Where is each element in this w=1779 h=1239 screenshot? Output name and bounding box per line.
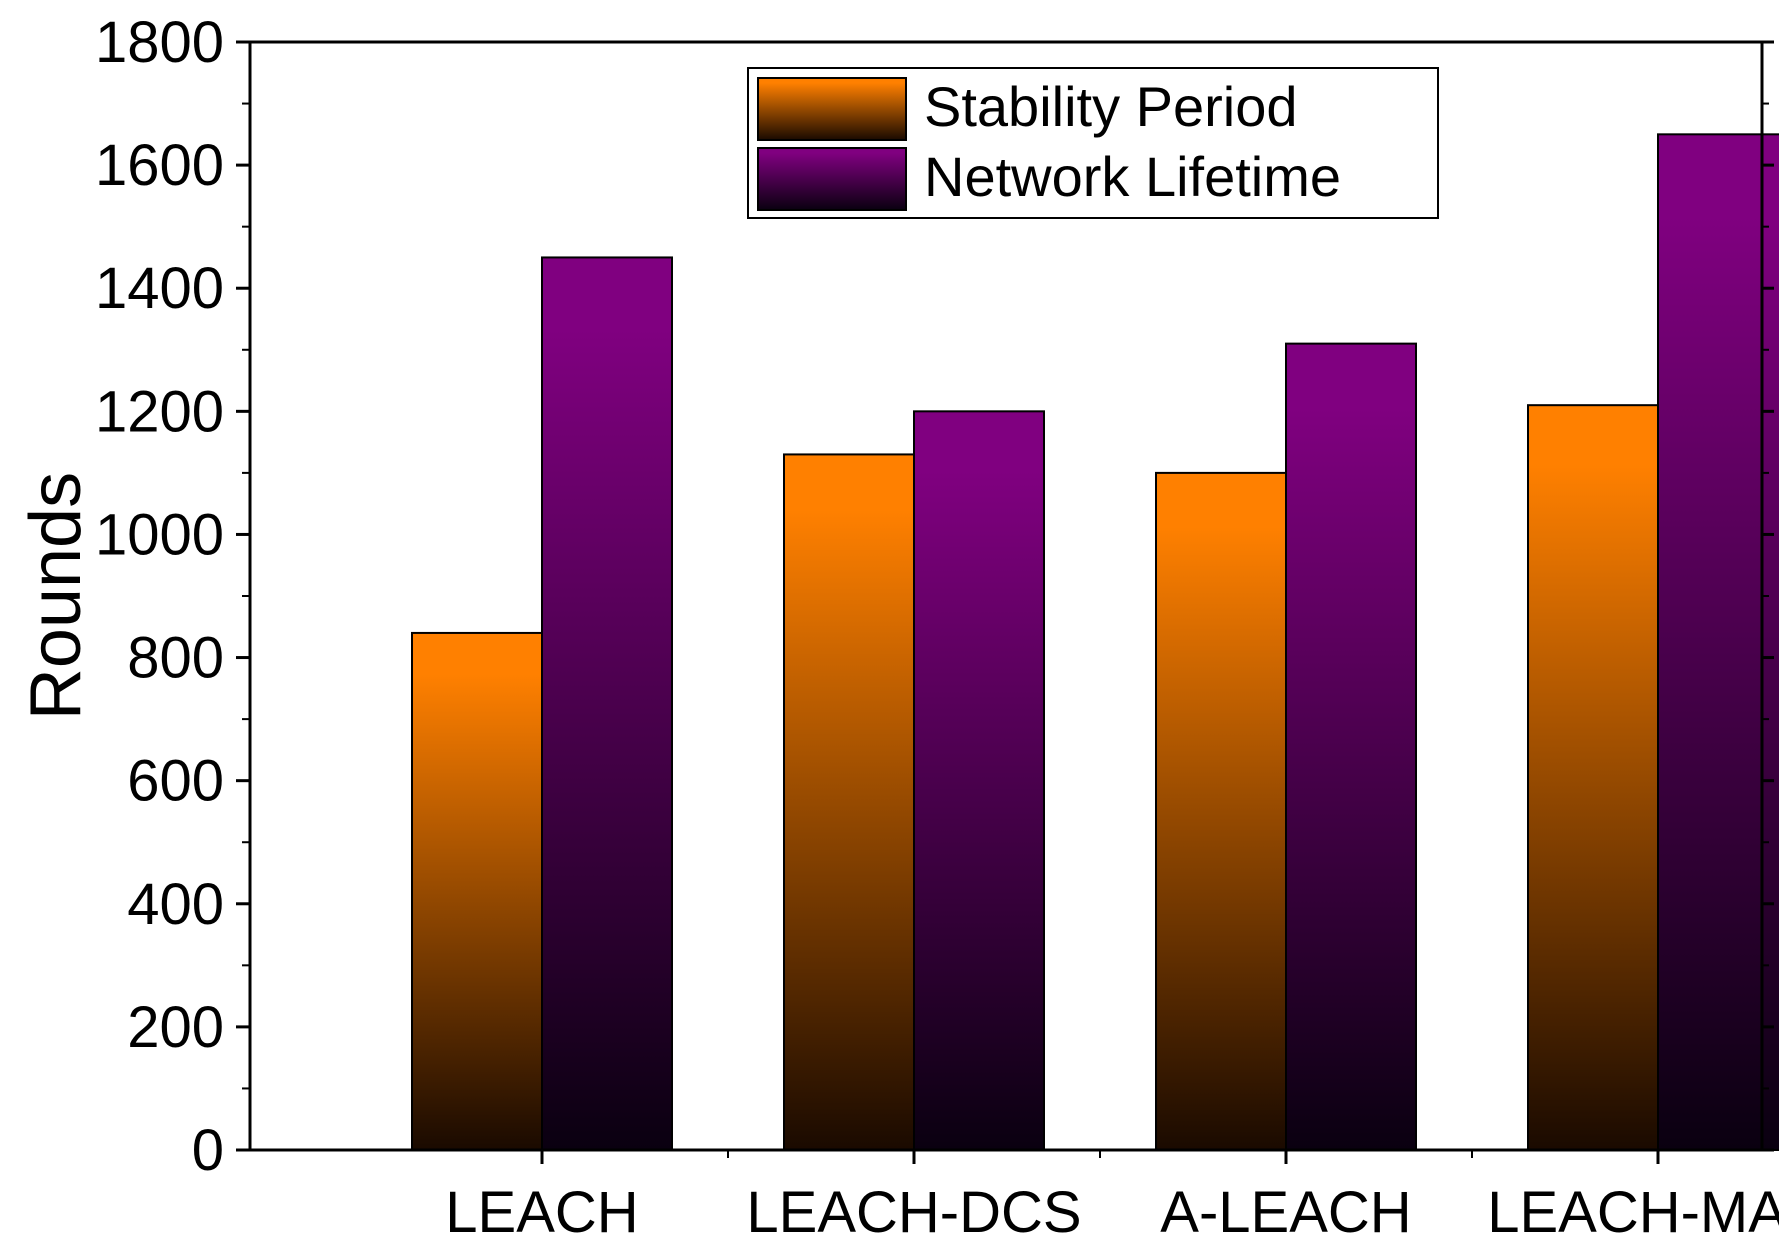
- y-tick-label: 0: [192, 1118, 224, 1183]
- y-tick-label: 1000: [95, 502, 224, 567]
- x-tick-label-leach-dcs: LEACH-DCS: [746, 1180, 1081, 1239]
- x-tick-label-leach-mac: LEACH-MAC: [1487, 1180, 1779, 1239]
- x-tick-label-a-leach: A-LEACH: [1160, 1180, 1411, 1239]
- bar-network-lifetime-leach: [541, 256, 673, 1151]
- bar-stability-period-a-leach: [1155, 471, 1287, 1151]
- bar-network-lifetime-leach-mac: [1657, 133, 1779, 1152]
- y-tick-label: 1400: [95, 256, 224, 321]
- bar-network-lifetime-leach-dcs: [913, 410, 1045, 1152]
- y-tick-label: 400: [127, 872, 224, 937]
- legend: Stability Period Network Lifetime: [747, 67, 1439, 219]
- axes-layer: 0 200 400 600 800 1000 1200 1400 1600 1800 LEACH LE…: [16, 10, 1779, 1239]
- y-tick-label: 1200: [95, 379, 224, 444]
- y-tick-label: 800: [127, 626, 224, 691]
- bar-stability-period-leach-dcs: [783, 453, 915, 1151]
- y-axis-title: Rounds: [16, 472, 96, 720]
- x-tick-label-leach: LEACH: [445, 1180, 638, 1239]
- legend-label-stability-period: Stability Period: [924, 75, 1298, 138]
- bar-network-lifetime-a-leach: [1285, 342, 1417, 1152]
- bar-stability-period-leach: [411, 631, 543, 1151]
- legend-swatch-stability-period: [757, 77, 907, 141]
- bar-stability-period-leach-mac: [1527, 404, 1659, 1151]
- y-tick-label: 600: [127, 749, 224, 814]
- y-tick-label: 1800: [95, 10, 224, 75]
- y-tick-label: 1600: [95, 133, 224, 198]
- legend-label-network-lifetime: Network Lifetime: [924, 145, 1341, 208]
- y-tick-label: 200: [127, 995, 224, 1060]
- bars-layer: [411, 133, 1779, 1152]
- legend-swatch-network-lifetime: [757, 147, 907, 211]
